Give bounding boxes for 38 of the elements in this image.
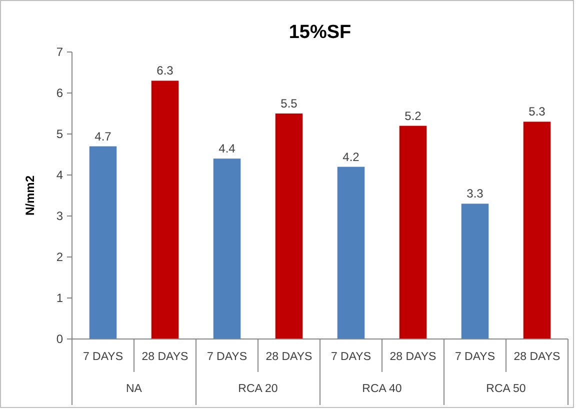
text: 28 DAYS — [266, 351, 312, 363]
chart-title: 15%SF — [288, 22, 352, 43]
x-tick-label: RCA 20 — [238, 383, 278, 395]
y-axis-title: N/mm2 — [23, 175, 37, 216]
series-label: 7 DAYS — [330, 351, 372, 363]
y-tick-label: 3 — [56, 209, 64, 223]
data-label: 5.2 — [404, 108, 422, 123]
bar — [275, 114, 303, 339]
data-label: 4.2 — [342, 150, 360, 164]
bar — [461, 204, 489, 339]
bar — [213, 158, 241, 339]
text: 28 DAYS — [390, 351, 436, 363]
data-label: 6.3 — [156, 64, 174, 78]
y-tick-label: 5 — [56, 127, 64, 141]
text: 7 DAYS — [206, 351, 248, 363]
bar — [523, 122, 551, 339]
data-label: 4.4 — [218, 142, 236, 156]
y-tick-label: 0 — [56, 332, 64, 346]
bar — [337, 166, 365, 339]
y-tick-label: 1 — [56, 291, 64, 305]
bar — [89, 146, 117, 339]
data-label: 3.3 — [466, 186, 484, 201]
x-tick-label: RCA 50 — [486, 383, 526, 395]
text: 28 DAYS — [514, 351, 560, 363]
y-tick-label: 6 — [56, 86, 64, 100]
text: 7 DAYS — [454, 351, 496, 363]
data-label: 5.3 — [528, 104, 546, 119]
bar — [399, 126, 427, 339]
text: 7 DAYS — [82, 351, 124, 363]
bar — [151, 80, 179, 339]
x-tick-label: RCA 40 — [362, 383, 402, 395]
data-label: 5.5 — [280, 96, 298, 110]
x-tick-label: NA — [126, 383, 142, 395]
series-label: 28 DAYS — [142, 351, 189, 363]
data-label: 4.7 — [94, 129, 112, 144]
y-tick-label: 7 — [56, 45, 64, 59]
y-tick-label: 4 — [56, 168, 64, 182]
y-tick-label: 2 — [56, 250, 64, 264]
